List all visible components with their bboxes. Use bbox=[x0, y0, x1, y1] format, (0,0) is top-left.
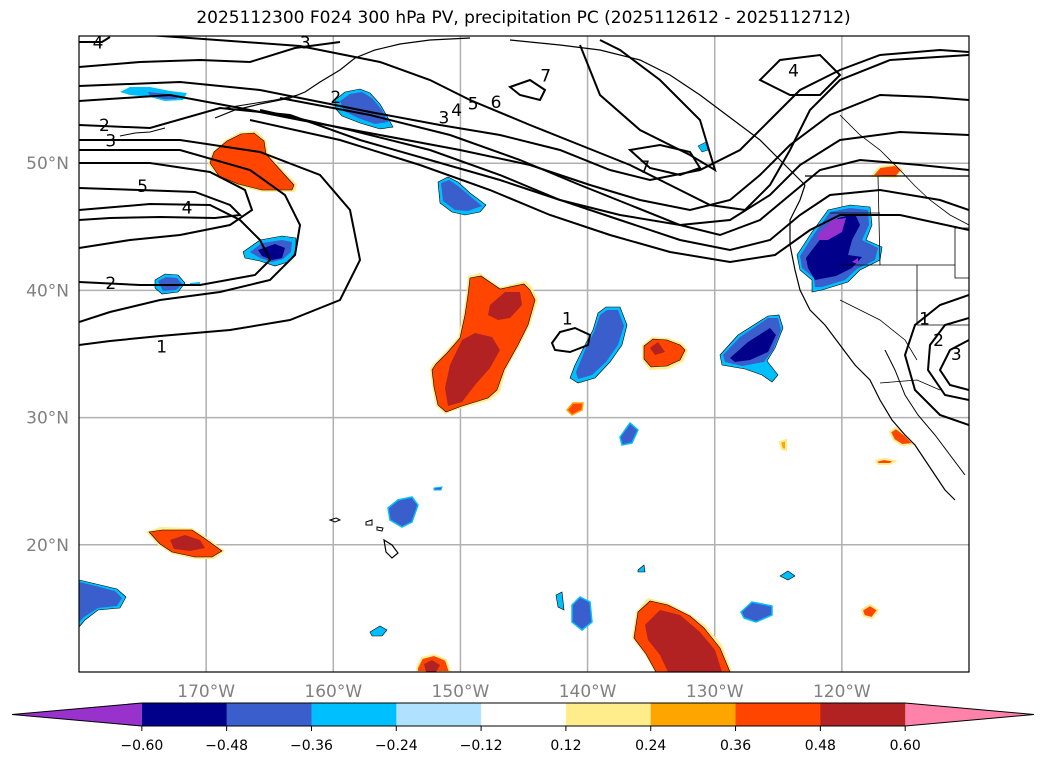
lon-tick-label: 150°W bbox=[432, 682, 490, 702]
colorbar-segment bbox=[141, 703, 228, 726]
map-title: 2025112300 F024 300 hPa PV, precipitatio… bbox=[196, 8, 851, 28]
contour-label: 7 bbox=[639, 158, 650, 178]
colorbar-segment bbox=[481, 703, 567, 726]
precip-blob-positive bbox=[869, 163, 904, 179]
colorbar-segment bbox=[820, 703, 906, 726]
colorbar-extend-max bbox=[905, 703, 1034, 726]
contour-label: 4 bbox=[182, 199, 193, 219]
colorbar-tick-label: 0.24 bbox=[635, 738, 666, 754]
contour-label: 1 bbox=[156, 337, 167, 357]
precip-blob-positive bbox=[146, 527, 225, 559]
colorbar-segment bbox=[311, 703, 397, 726]
precip-blob-negative bbox=[387, 486, 443, 528]
colorbar-segment bbox=[565, 703, 652, 726]
lon-axis: 170°W 160°W 150°W 140°W 130°W 120°W bbox=[177, 682, 871, 702]
colorbar-tick-label: −0.12 bbox=[460, 738, 503, 754]
lat-tick-label: 20°N bbox=[26, 536, 69, 556]
pv-contours bbox=[79, 36, 969, 426]
contour-label: 1 bbox=[919, 309, 930, 329]
lon-tick-label: 120°W bbox=[813, 682, 871, 702]
lat-tick-label: 40°N bbox=[26, 281, 69, 301]
colorbar-tick-label: 0.36 bbox=[720, 738, 751, 754]
colorbar-tick-label: 0.12 bbox=[550, 738, 581, 754]
lon-tick-label: 170°W bbox=[177, 682, 235, 702]
precip-blob-positive bbox=[565, 402, 584, 416]
contour-label: 4 bbox=[451, 101, 462, 121]
contour-label: 4 bbox=[93, 33, 104, 53]
colorbar-tick-label: −0.60 bbox=[120, 738, 163, 754]
precip-blob-negative bbox=[242, 235, 297, 267]
precip-blob-negative bbox=[79, 579, 127, 628]
colorbar-extend-min bbox=[12, 703, 142, 726]
contour-label: 2 bbox=[99, 116, 110, 136]
contour-label: 5 bbox=[468, 94, 479, 114]
colorbar-tick-label: −0.48 bbox=[205, 738, 248, 754]
contour-label: 1 bbox=[562, 309, 573, 329]
precip-blob-positive bbox=[430, 273, 538, 414]
contour-label: 5 bbox=[137, 177, 148, 197]
lat-axis: 50°N 40°N 30°N 20°N bbox=[26, 154, 69, 556]
colorbar-segment bbox=[735, 703, 821, 726]
contour-label: 3 bbox=[951, 345, 962, 365]
contour-label: 2 bbox=[330, 88, 341, 108]
contour-label: 3 bbox=[438, 108, 449, 128]
lon-tick-label: 140°W bbox=[559, 682, 617, 702]
precip-blob-negative bbox=[369, 625, 388, 637]
precip-blob-negative bbox=[719, 314, 784, 383]
contour-label: 4 bbox=[788, 61, 799, 81]
colorbar: −0.60 −0.48 −0.36 −0.24 −0.12 0.12 0.24 0.36 0.4… bbox=[11, 702, 1035, 754]
precip-blob-positive bbox=[416, 653, 452, 672]
colorbar-segment bbox=[650, 703, 737, 726]
precip-blob-negative bbox=[555, 141, 880, 631]
lon-tick-label: 130°W bbox=[686, 682, 744, 702]
precip-blob-positive bbox=[632, 598, 732, 672]
contour-label: 3 bbox=[105, 131, 116, 151]
contour-label: 2 bbox=[933, 331, 944, 351]
precip-blob-negative bbox=[437, 176, 487, 216]
map-frame bbox=[78, 35, 970, 673]
colorbar-tick-label: 0.60 bbox=[890, 738, 921, 754]
contour-label: 3 bbox=[300, 33, 311, 53]
precip-blob-negative bbox=[569, 306, 628, 384]
colorbar-tick-label: −0.24 bbox=[375, 738, 418, 754]
precip-blob-positive bbox=[642, 337, 688, 370]
colorbar-tick-label: −0.36 bbox=[290, 738, 333, 754]
lon-tick-label: 160°W bbox=[304, 682, 362, 702]
lat-tick-label: 30°N bbox=[26, 409, 69, 429]
colorbar-tick-label: 0.48 bbox=[805, 738, 836, 754]
lat-tick-label: 50°N bbox=[26, 154, 69, 174]
precip-blob-negative bbox=[619, 421, 639, 446]
colorbar-segment bbox=[396, 703, 482, 726]
contour-label: 7 bbox=[540, 66, 551, 86]
contour-label: 2 bbox=[105, 274, 116, 294]
colorbar-segment bbox=[226, 703, 312, 726]
contour-label: 6 bbox=[491, 93, 502, 113]
